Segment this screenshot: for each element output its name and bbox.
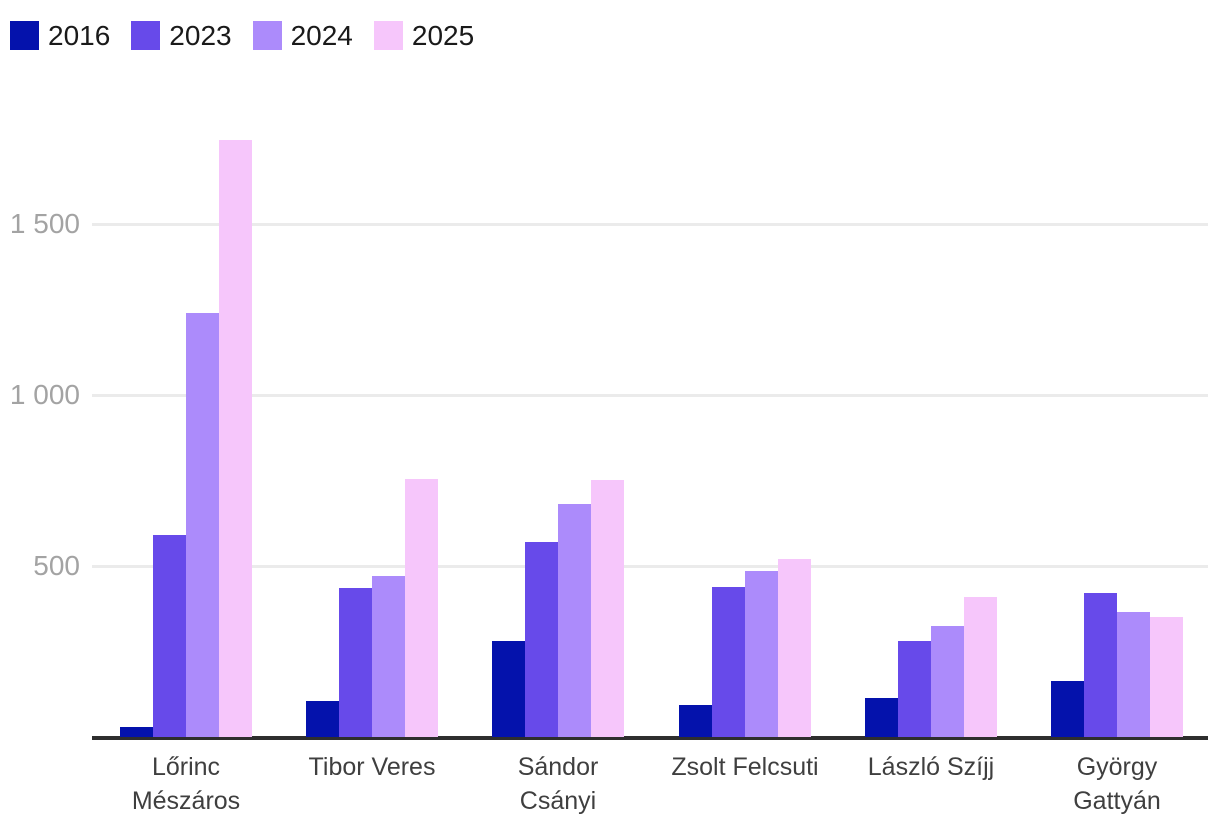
x-axis-label: Lőrinc Mészáros xyxy=(131,753,241,815)
bar-2024[interactable] xyxy=(558,504,591,737)
bar-2025[interactable] xyxy=(1150,617,1183,737)
bar-2024[interactable] xyxy=(931,626,964,737)
y-tick-label: 1 000 xyxy=(9,379,80,410)
bar-2023[interactable] xyxy=(898,641,931,737)
x-axis-baseline xyxy=(92,736,1208,740)
legend-label: 2023 xyxy=(169,20,232,51)
bar-2025[interactable] xyxy=(964,597,997,737)
gridline xyxy=(92,565,1208,568)
bar-2023[interactable] xyxy=(525,542,558,737)
bar-group xyxy=(865,597,997,737)
bar-group xyxy=(679,559,811,737)
bar-2024[interactable] xyxy=(745,571,778,737)
bar-2016[interactable] xyxy=(120,727,153,737)
legend-item-2025: 2025 xyxy=(373,20,475,51)
x-axis-label: Zsolt Felcsuti xyxy=(671,753,819,781)
bar-2016[interactable] xyxy=(679,705,712,737)
y-tick-label: 1 500 xyxy=(9,208,80,239)
x-axis-label: Tibor Veres xyxy=(308,753,436,781)
bar-2023[interactable] xyxy=(339,588,372,737)
bar-2016[interactable] xyxy=(306,701,339,737)
bar-2025[interactable] xyxy=(778,559,811,737)
legend-swatch-icon xyxy=(131,21,161,50)
x-axis-label: Sándor Csányi xyxy=(517,753,599,815)
bar-group xyxy=(306,479,438,737)
bar-2023[interactable] xyxy=(1084,593,1117,737)
y-tick-label: 500 xyxy=(33,550,80,581)
bar-2016[interactable] xyxy=(492,641,525,737)
bar-2024[interactable] xyxy=(372,576,405,737)
legend-item-2024: 2024 xyxy=(252,20,353,51)
legend-swatch-icon xyxy=(10,21,39,50)
x-axis-label: György Gattyán xyxy=(1073,753,1161,815)
bar-2016[interactable] xyxy=(1051,681,1084,737)
legend-swatch-icon xyxy=(252,21,282,50)
bar-2023[interactable] xyxy=(153,535,186,737)
legend-swatch-icon xyxy=(373,21,403,50)
gridline xyxy=(92,394,1208,397)
x-axis-label: László Szíjj xyxy=(867,753,995,781)
bar-2024[interactable] xyxy=(1117,612,1150,737)
legend-label: 2024 xyxy=(290,20,353,51)
bar-2023[interactable] xyxy=(712,587,745,737)
bar-group xyxy=(1051,593,1183,737)
chart-legend: 2016 2023 2024 2025 xyxy=(10,21,495,50)
bar-2016[interactable] xyxy=(865,698,898,737)
legend-label: 2025 xyxy=(411,20,475,51)
bar-2025[interactable] xyxy=(591,480,624,737)
legend-label: 2016 xyxy=(48,20,111,51)
gridline xyxy=(92,223,1208,226)
bar-group xyxy=(492,480,624,737)
legend-item-2016: 2016 xyxy=(10,21,110,50)
bar-2025[interactable] xyxy=(405,479,438,737)
bar-2025[interactable] xyxy=(219,140,252,737)
legend-item-2023: 2023 xyxy=(131,20,232,51)
bar-2024[interactable] xyxy=(186,313,219,737)
bar-group xyxy=(120,140,252,737)
